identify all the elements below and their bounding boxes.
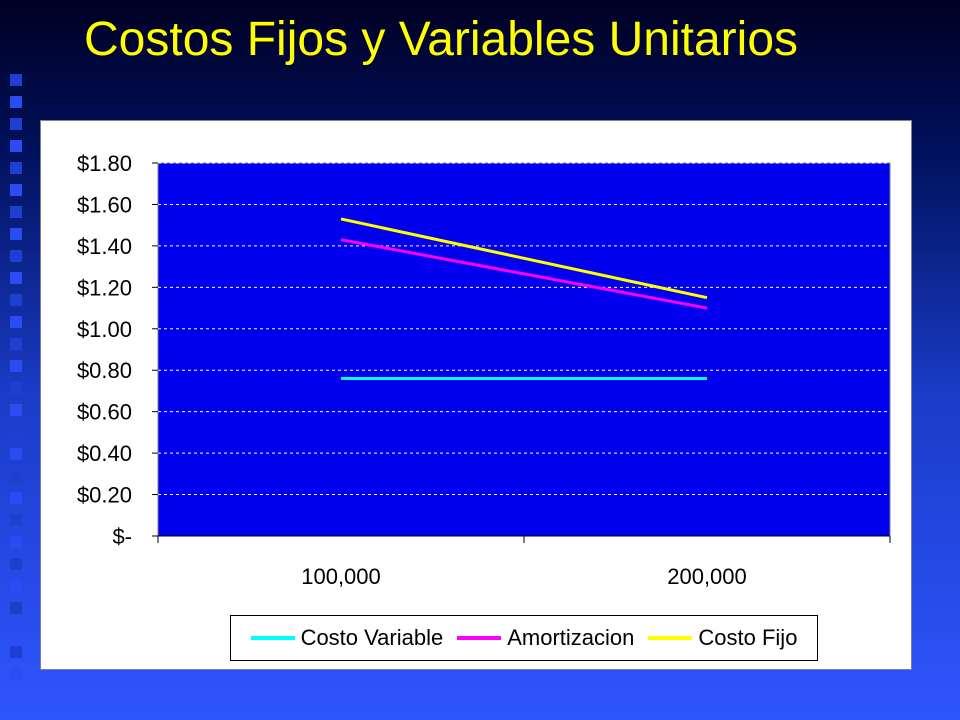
series-line-amortizacion — [340, 238, 708, 310]
y-tick-label: $0.60 — [77, 400, 132, 425]
x-tick-label: 100,000 — [301, 564, 381, 589]
y-tick-label: $1.40 — [77, 234, 132, 259]
legend-label: Amortizacion — [507, 625, 635, 650]
chart-panel: $- $0.20 $0.40 $0.60 $0.80 $1.00 $1.20 $1.40 $1.… — [40, 120, 912, 670]
plot-area — [157, 162, 891, 537]
decorative-square — [10, 602, 22, 614]
decorative-square — [10, 74, 22, 86]
decorative-square — [10, 536, 22, 548]
decorative-square-pattern — [10, 74, 22, 680]
x-tick-label: 200,000 — [667, 564, 747, 589]
decorative-square — [10, 184, 22, 196]
series-line-costo-fijo — [340, 217, 708, 300]
decorative-square — [10, 514, 22, 526]
decorative-square — [10, 426, 22, 438]
y-tick-label: $1.00 — [77, 317, 132, 342]
decorative-square — [10, 96, 22, 108]
legend-label: Costo Variable — [300, 625, 444, 650]
decorative-square — [10, 250, 22, 262]
legend-label: Costo Fijo — [698, 625, 798, 650]
decorative-square — [10, 118, 22, 130]
legend-swatch — [457, 636, 502, 640]
decorative-square — [10, 558, 22, 570]
decorative-square — [10, 206, 22, 218]
y-tick-label: $0.20 — [77, 483, 132, 508]
decorative-square — [10, 272, 22, 284]
decorative-square — [10, 448, 22, 460]
legend-swatch — [648, 636, 693, 640]
y-tick-label: $1.60 — [77, 192, 132, 217]
decorative-square — [10, 140, 22, 152]
legend-swatch — [250, 636, 295, 640]
legend-item: Amortizacion — [457, 625, 634, 651]
legend-item: Costo Fijo — [648, 625, 797, 651]
decorative-square — [10, 228, 22, 240]
y-tick-label: $1.20 — [77, 275, 132, 300]
decorative-square — [10, 646, 22, 658]
decorative-square — [10, 470, 22, 482]
decorative-square — [10, 338, 22, 350]
y-tick-label: $0.40 — [77, 441, 132, 466]
decorative-square — [10, 624, 22, 636]
legend-item: Costo Variable — [250, 625, 444, 651]
decorative-square — [10, 316, 22, 328]
decorative-square — [10, 162, 22, 174]
y-tick-label: $0.80 — [77, 358, 132, 383]
decorative-square — [10, 668, 22, 680]
chart-legend: Costo Variable Amortizacion Costo Fijo — [230, 615, 818, 661]
slide-title: Costos Fijos y Variables Unitarios — [84, 13, 799, 66]
line-chart: $- $0.20 $0.40 $0.60 $0.80 $1.00 $1.20 $1.40 $1.… — [77, 151, 891, 589]
decorative-square — [10, 360, 22, 372]
decorative-square — [10, 382, 22, 394]
decorative-square — [10, 404, 22, 416]
y-tick-label: $- — [112, 524, 132, 549]
decorative-square — [10, 294, 22, 306]
decorative-square — [10, 492, 22, 504]
y-tick-label: $1.80 — [77, 151, 132, 176]
decorative-square — [10, 580, 22, 592]
